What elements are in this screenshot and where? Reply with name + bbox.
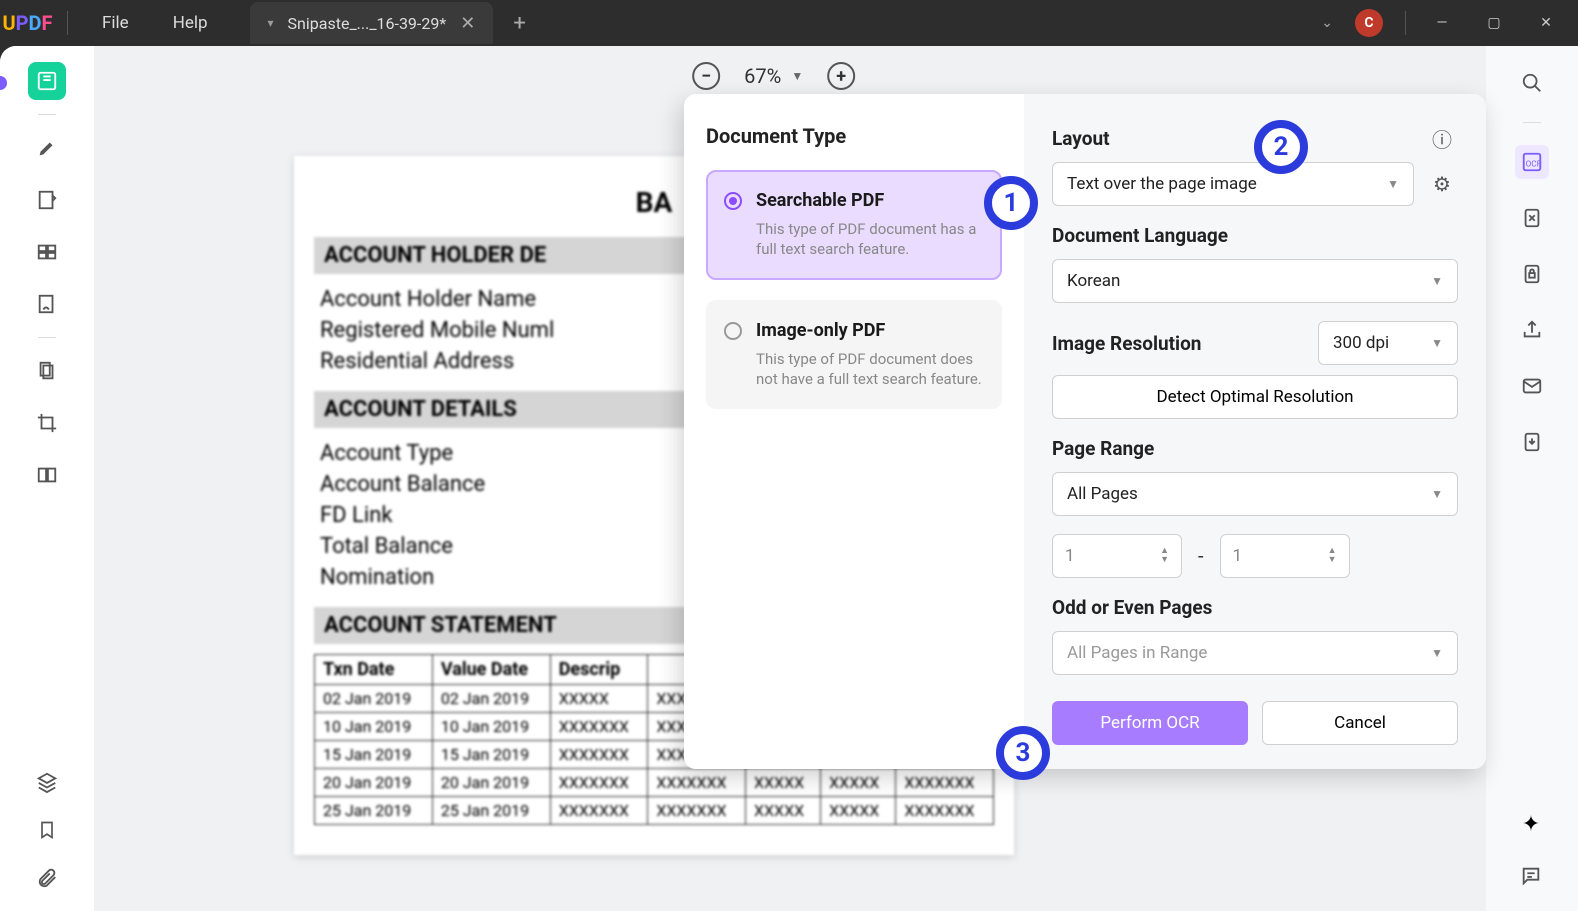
ocr-settings-pane: Layout ⓘ Text over the page image▼ ⚙ Doc… — [1024, 94, 1486, 769]
detect-resolution-button[interactable]: Detect Optimal Resolution — [1052, 375, 1458, 419]
bookmark-icon[interactable] — [37, 819, 57, 845]
menu-file[interactable]: File — [80, 13, 151, 33]
app-logo: UPDF — [0, 11, 55, 35]
export-icon[interactable] — [1515, 425, 1549, 459]
annotation-badge-2: 2 — [1254, 120, 1308, 174]
ocr-icon[interactable]: OCR — [1515, 145, 1549, 179]
sidebar-organize-icon[interactable] — [28, 352, 66, 390]
option-searchable-pdf[interactable]: Searchable PDF This type of PDF document… — [706, 170, 1002, 280]
zoom-out-button[interactable]: − — [692, 62, 720, 90]
ocr-actions: Perform OCR Cancel — [1052, 701, 1458, 745]
user-avatar[interactable]: C — [1355, 9, 1383, 37]
close-window-button[interactable]: ✕ — [1522, 5, 1570, 41]
resolution-select[interactable]: 300 dpi▼ — [1318, 321, 1458, 365]
tab-title: Snipaste_..._16-39-29* — [288, 14, 447, 33]
divider — [1405, 11, 1406, 35]
compress-icon[interactable] — [1515, 201, 1549, 235]
range-from-input[interactable]: 1▲▼ — [1052, 534, 1182, 578]
maximize-button[interactable]: ▢ — [1470, 5, 1518, 41]
cancel-button[interactable]: Cancel — [1262, 701, 1458, 745]
radio-icon — [724, 192, 742, 210]
pin-icon: ▾ — [268, 16, 274, 30]
range-to-input[interactable]: 1▲▼ — [1220, 534, 1350, 578]
annotation-badge-1: 1 — [984, 176, 1038, 230]
document-tab[interactable]: ▾ Snipaste_..._16-39-29* ✕ — [250, 2, 494, 44]
attachment-icon[interactable] — [36, 867, 58, 893]
search-icon[interactable] — [1515, 66, 1549, 100]
language-label: Document Language — [1052, 224, 1458, 247]
oddeven-label: Odd or Even Pages — [1052, 596, 1458, 619]
zoom-value[interactable]: 67%▼ — [744, 64, 803, 88]
gear-icon[interactable]: ⚙ — [1426, 168, 1458, 200]
sidebar-compare-icon[interactable] — [28, 456, 66, 494]
page-range-label: Page Range — [1052, 437, 1458, 460]
share-icon[interactable] — [1515, 313, 1549, 347]
annotation-badge-3: 3 — [996, 726, 1050, 780]
perform-ocr-button[interactable]: Perform OCR — [1052, 701, 1248, 745]
help-icon[interactable]: ⓘ — [1426, 122, 1458, 154]
ocr-panel: Document Type Searchable PDF This type o… — [684, 94, 1486, 769]
page-range-select[interactable]: All Pages▼ — [1052, 472, 1458, 516]
sidebar-right-bottom: ✦ — [1514, 812, 1548, 893]
option-title: Searchable PDF — [756, 190, 982, 211]
option-image-only-pdf[interactable]: Image-only PDF This type of PDF document… — [706, 300, 1002, 410]
option-desc: This type of PDF document does not have … — [756, 349, 982, 390]
ai-icon[interactable]: ✦ — [1522, 812, 1540, 837]
minimize-button[interactable]: — — [1418, 5, 1466, 41]
zoom-in-button[interactable]: + — [827, 62, 855, 90]
option-title: Image-only PDF — [756, 320, 982, 341]
sidebar-form-icon[interactable] — [28, 233, 66, 271]
doctype-heading: Document Type — [706, 124, 1002, 148]
sidebar-edit-icon[interactable] — [28, 181, 66, 219]
layout-select[interactable]: Text over the page image▼ — [1052, 162, 1414, 206]
option-desc: This type of PDF document has a full tex… — [756, 219, 982, 260]
layout-label: Layout — [1052, 127, 1110, 150]
divider — [38, 114, 56, 115]
ocr-doctype-pane: Document Type Searchable PDF This type o… — [684, 94, 1024, 769]
tab-close-icon[interactable]: ✕ — [460, 13, 475, 34]
protect-icon[interactable] — [1515, 257, 1549, 291]
oddeven-select[interactable]: All Pages in Range▼ — [1052, 631, 1458, 675]
chevron-down-icon[interactable]: ⌄ — [1309, 15, 1345, 31]
resolution-label: Image Resolution — [1052, 332, 1201, 355]
sidebar-reader-icon[interactable] — [28, 62, 66, 100]
language-select[interactable]: Korean▼ — [1052, 259, 1458, 303]
new-tab-button[interactable]: + — [513, 11, 525, 36]
window-controls: — ▢ ✕ — [1418, 5, 1578, 41]
radio-icon — [724, 322, 742, 340]
range-dash: - — [1198, 544, 1204, 568]
comment-icon[interactable] — [1514, 859, 1548, 893]
divider — [1523, 122, 1541, 123]
zoom-controls: − 67%▼ + — [692, 62, 855, 90]
divider — [67, 11, 68, 35]
layers-icon[interactable] — [36, 771, 58, 797]
content-area: − 67%▼ + BA ACCOUNT HOLDER DE Account Ho… — [0, 46, 1578, 911]
svg-text:OCR: OCR — [1526, 160, 1542, 170]
menu-help[interactable]: Help — [151, 13, 230, 33]
email-icon[interactable] — [1515, 369, 1549, 403]
sidebar-left-bottom — [0, 771, 94, 893]
sidebar-highlight-icon[interactable] — [28, 129, 66, 167]
divider — [38, 337, 56, 338]
sidebar-right: OCR — [1486, 46, 1578, 911]
titlebar: UPDF File Help ▾ Snipaste_..._16-39-29* … — [0, 0, 1578, 46]
sidebar-sign-icon[interactable] — [28, 285, 66, 323]
sidebar-crop-icon[interactable] — [28, 404, 66, 442]
page-range-inputs: 1▲▼ - 1▲▼ — [1052, 534, 1458, 578]
